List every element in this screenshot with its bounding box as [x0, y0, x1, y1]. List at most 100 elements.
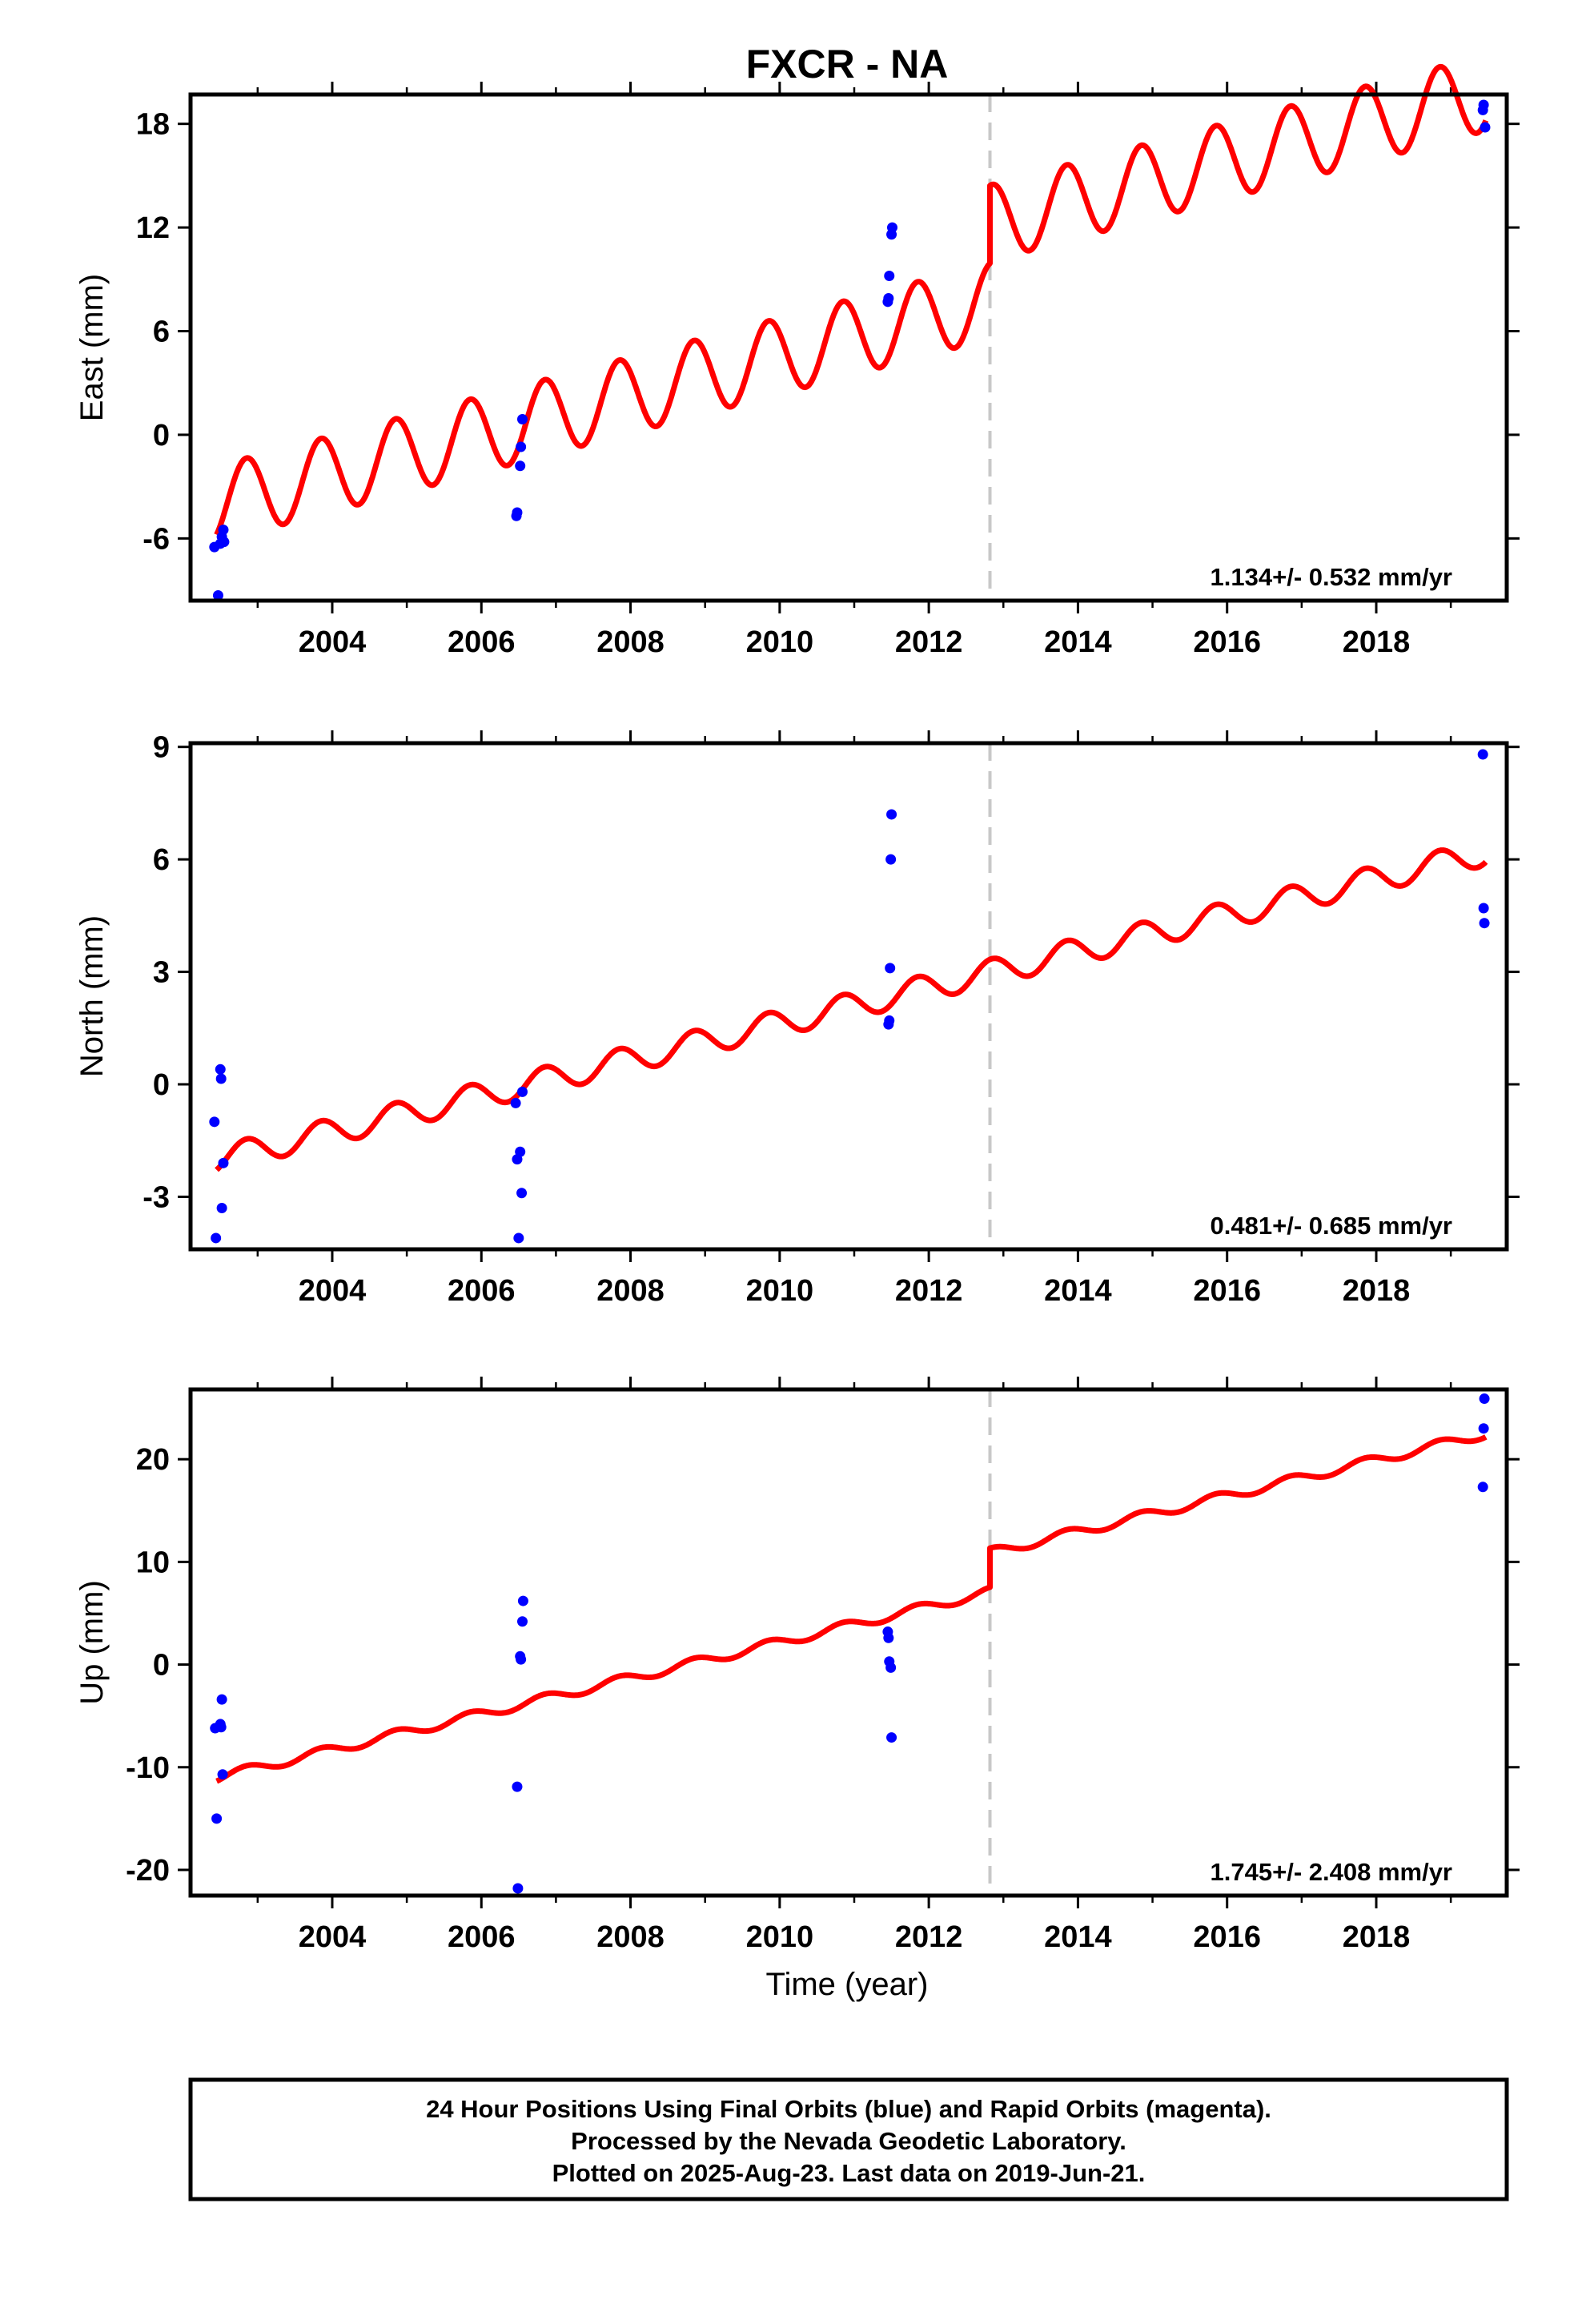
- y-tick-label: 0: [153, 419, 170, 452]
- footer-line-3: Plotted on 2025-Aug-23. Last data on 201…: [552, 2159, 1146, 2187]
- up-data-point: [886, 1732, 897, 1743]
- rate-label: 0.481+/- 0.685 mm/yr: [1211, 1212, 1452, 1240]
- x-tick-label: 2004: [299, 625, 367, 659]
- east-data-point: [886, 222, 897, 233]
- north-data-point: [215, 1063, 226, 1075]
- x-tick-label: 2018: [1343, 625, 1411, 659]
- up-data-point: [883, 1632, 894, 1643]
- north-data-point: [515, 1146, 526, 1157]
- up-data-point: [512, 1781, 523, 1792]
- y-tick-label: 12: [136, 211, 170, 245]
- x-tick-label: 2012: [895, 1920, 963, 1954]
- east-data-point: [516, 414, 528, 425]
- y-tick-label: -20: [126, 1854, 170, 1888]
- east-data-point: [515, 460, 526, 472]
- north-data-point: [1479, 918, 1490, 929]
- north-data-point: [218, 1157, 229, 1168]
- rate-label: 1.745+/- 2.408 mm/yr: [1211, 1858, 1452, 1886]
- east-data-point: [1478, 99, 1489, 111]
- x-tick-label: 2012: [895, 1274, 963, 1308]
- y-tick-label: 10: [136, 1546, 170, 1579]
- north-data-point: [1477, 749, 1488, 760]
- north-data-point: [885, 854, 897, 865]
- north-frame: [188, 741, 1509, 1252]
- east-data-point: [512, 507, 523, 518]
- north-data-point: [885, 963, 896, 974]
- east-model-curve: [214, 63, 1489, 536]
- x-tick-label: 2014: [1044, 1920, 1112, 1954]
- x-tick-label: 2018: [1343, 1274, 1411, 1308]
- east-data-point: [884, 270, 895, 281]
- y-axis-label: North (mm): [74, 915, 110, 1077]
- north-data-point: [886, 809, 897, 820]
- x-tick-label: 2018: [1343, 1920, 1411, 1954]
- north-data-point: [513, 1232, 524, 1244]
- y-tick-label: -3: [143, 1180, 170, 1214]
- east-frame: [188, 92, 1509, 603]
- x-tick-label: 2008: [596, 625, 665, 659]
- y-tick-label: 0: [153, 1068, 170, 1102]
- east-data-point: [218, 525, 229, 536]
- x-tick-label: 2012: [895, 625, 963, 659]
- x-tick-label: 2006: [448, 625, 516, 659]
- y-axis-label: Up (mm): [74, 1580, 110, 1705]
- east-data-point: [516, 441, 527, 452]
- x-tick-label: 2014: [1044, 625, 1112, 659]
- up-data-point: [215, 1722, 227, 1733]
- up-data-point: [217, 1769, 228, 1780]
- y-tick-label: -10: [126, 1751, 170, 1785]
- footer-box: 24 Hour Positions Using Final Orbits (bl…: [188, 2077, 1509, 2201]
- footer-line-2: Processed by the Nevada Geodetic Laborat…: [571, 2127, 1126, 2155]
- up-model-curve: [215, 1434, 1488, 1784]
- up-data-point: [211, 1813, 223, 1824]
- x-axis-label: Time (year): [766, 1967, 929, 2002]
- north-model-curve: [215, 847, 1488, 1172]
- y-tick-label: 18: [136, 108, 170, 142]
- rate-label: 1.134+/- 0.532 mm/yr: [1211, 563, 1452, 591]
- up-data-point: [516, 1654, 527, 1665]
- y-tick-label: 20: [136, 1443, 170, 1477]
- up-data-point: [1479, 1393, 1490, 1405]
- east-data-point: [212, 590, 223, 601]
- north-data-point: [884, 1015, 895, 1026]
- up-data-point: [516, 1616, 528, 1627]
- footer-line-1: 24 Hour Positions Using Final Orbits (bl…: [426, 2095, 1271, 2123]
- x-tick-label: 2010: [746, 1274, 814, 1308]
- x-tick-label: 2008: [596, 1920, 665, 1954]
- y-tick-label: 9: [153, 731, 170, 765]
- y-tick-label: 0: [153, 1649, 170, 1683]
- x-tick-label: 2006: [448, 1274, 516, 1308]
- north-data-point: [510, 1097, 521, 1108]
- x-tick-label: 2016: [1193, 625, 1261, 659]
- x-tick-label: 2006: [448, 1920, 516, 1954]
- north-data-point: [209, 1116, 220, 1128]
- x-tick-label: 2010: [746, 1920, 814, 1954]
- x-tick-label: 2004: [299, 1920, 367, 1954]
- panels: 2004 2006 2008 2010 2012 2014 2016 2018-6061218…: [74, 63, 1520, 2002]
- up-data-point: [1478, 1423, 1489, 1434]
- x-tick-label: 2008: [596, 1274, 665, 1308]
- north-data-point: [1478, 903, 1489, 914]
- up-data-point: [512, 1883, 524, 1894]
- north-data-point: [516, 1086, 528, 1097]
- chart-title: FXCR - NA: [746, 42, 949, 86]
- y-axis-label: East (mm): [74, 274, 110, 421]
- y-tick-label: -6: [143, 522, 170, 556]
- north-data-point: [516, 1188, 528, 1199]
- north-data-point: [216, 1203, 227, 1214]
- east-panel: 2004 2006 2008 2010 2012 2014 2016 2018 -6 0 6 12 18…: [74, 63, 1520, 659]
- north-panel: 2004 2006 2008 2010 2012 2014 2016 2018 -3 0 3 6 9 No…: [74, 730, 1520, 1308]
- x-tick-label: 2016: [1193, 1920, 1261, 1954]
- east-data-point: [883, 293, 894, 304]
- east-data-point: [1480, 122, 1491, 133]
- up-frame: [188, 1387, 1509, 1898]
- up-data-point: [216, 1694, 227, 1705]
- up-data-point: [517, 1595, 528, 1606]
- up-panel: 2004 2006 2008 2010 2012 2014 2016 2018-20-1001…: [74, 1377, 1520, 2002]
- y-tick-label: 6: [153, 843, 170, 877]
- north-data-point: [215, 1073, 227, 1084]
- x-tick-label: 2016: [1193, 1274, 1261, 1308]
- east-data-point: [219, 537, 230, 548]
- up-data-point: [885, 1662, 897, 1673]
